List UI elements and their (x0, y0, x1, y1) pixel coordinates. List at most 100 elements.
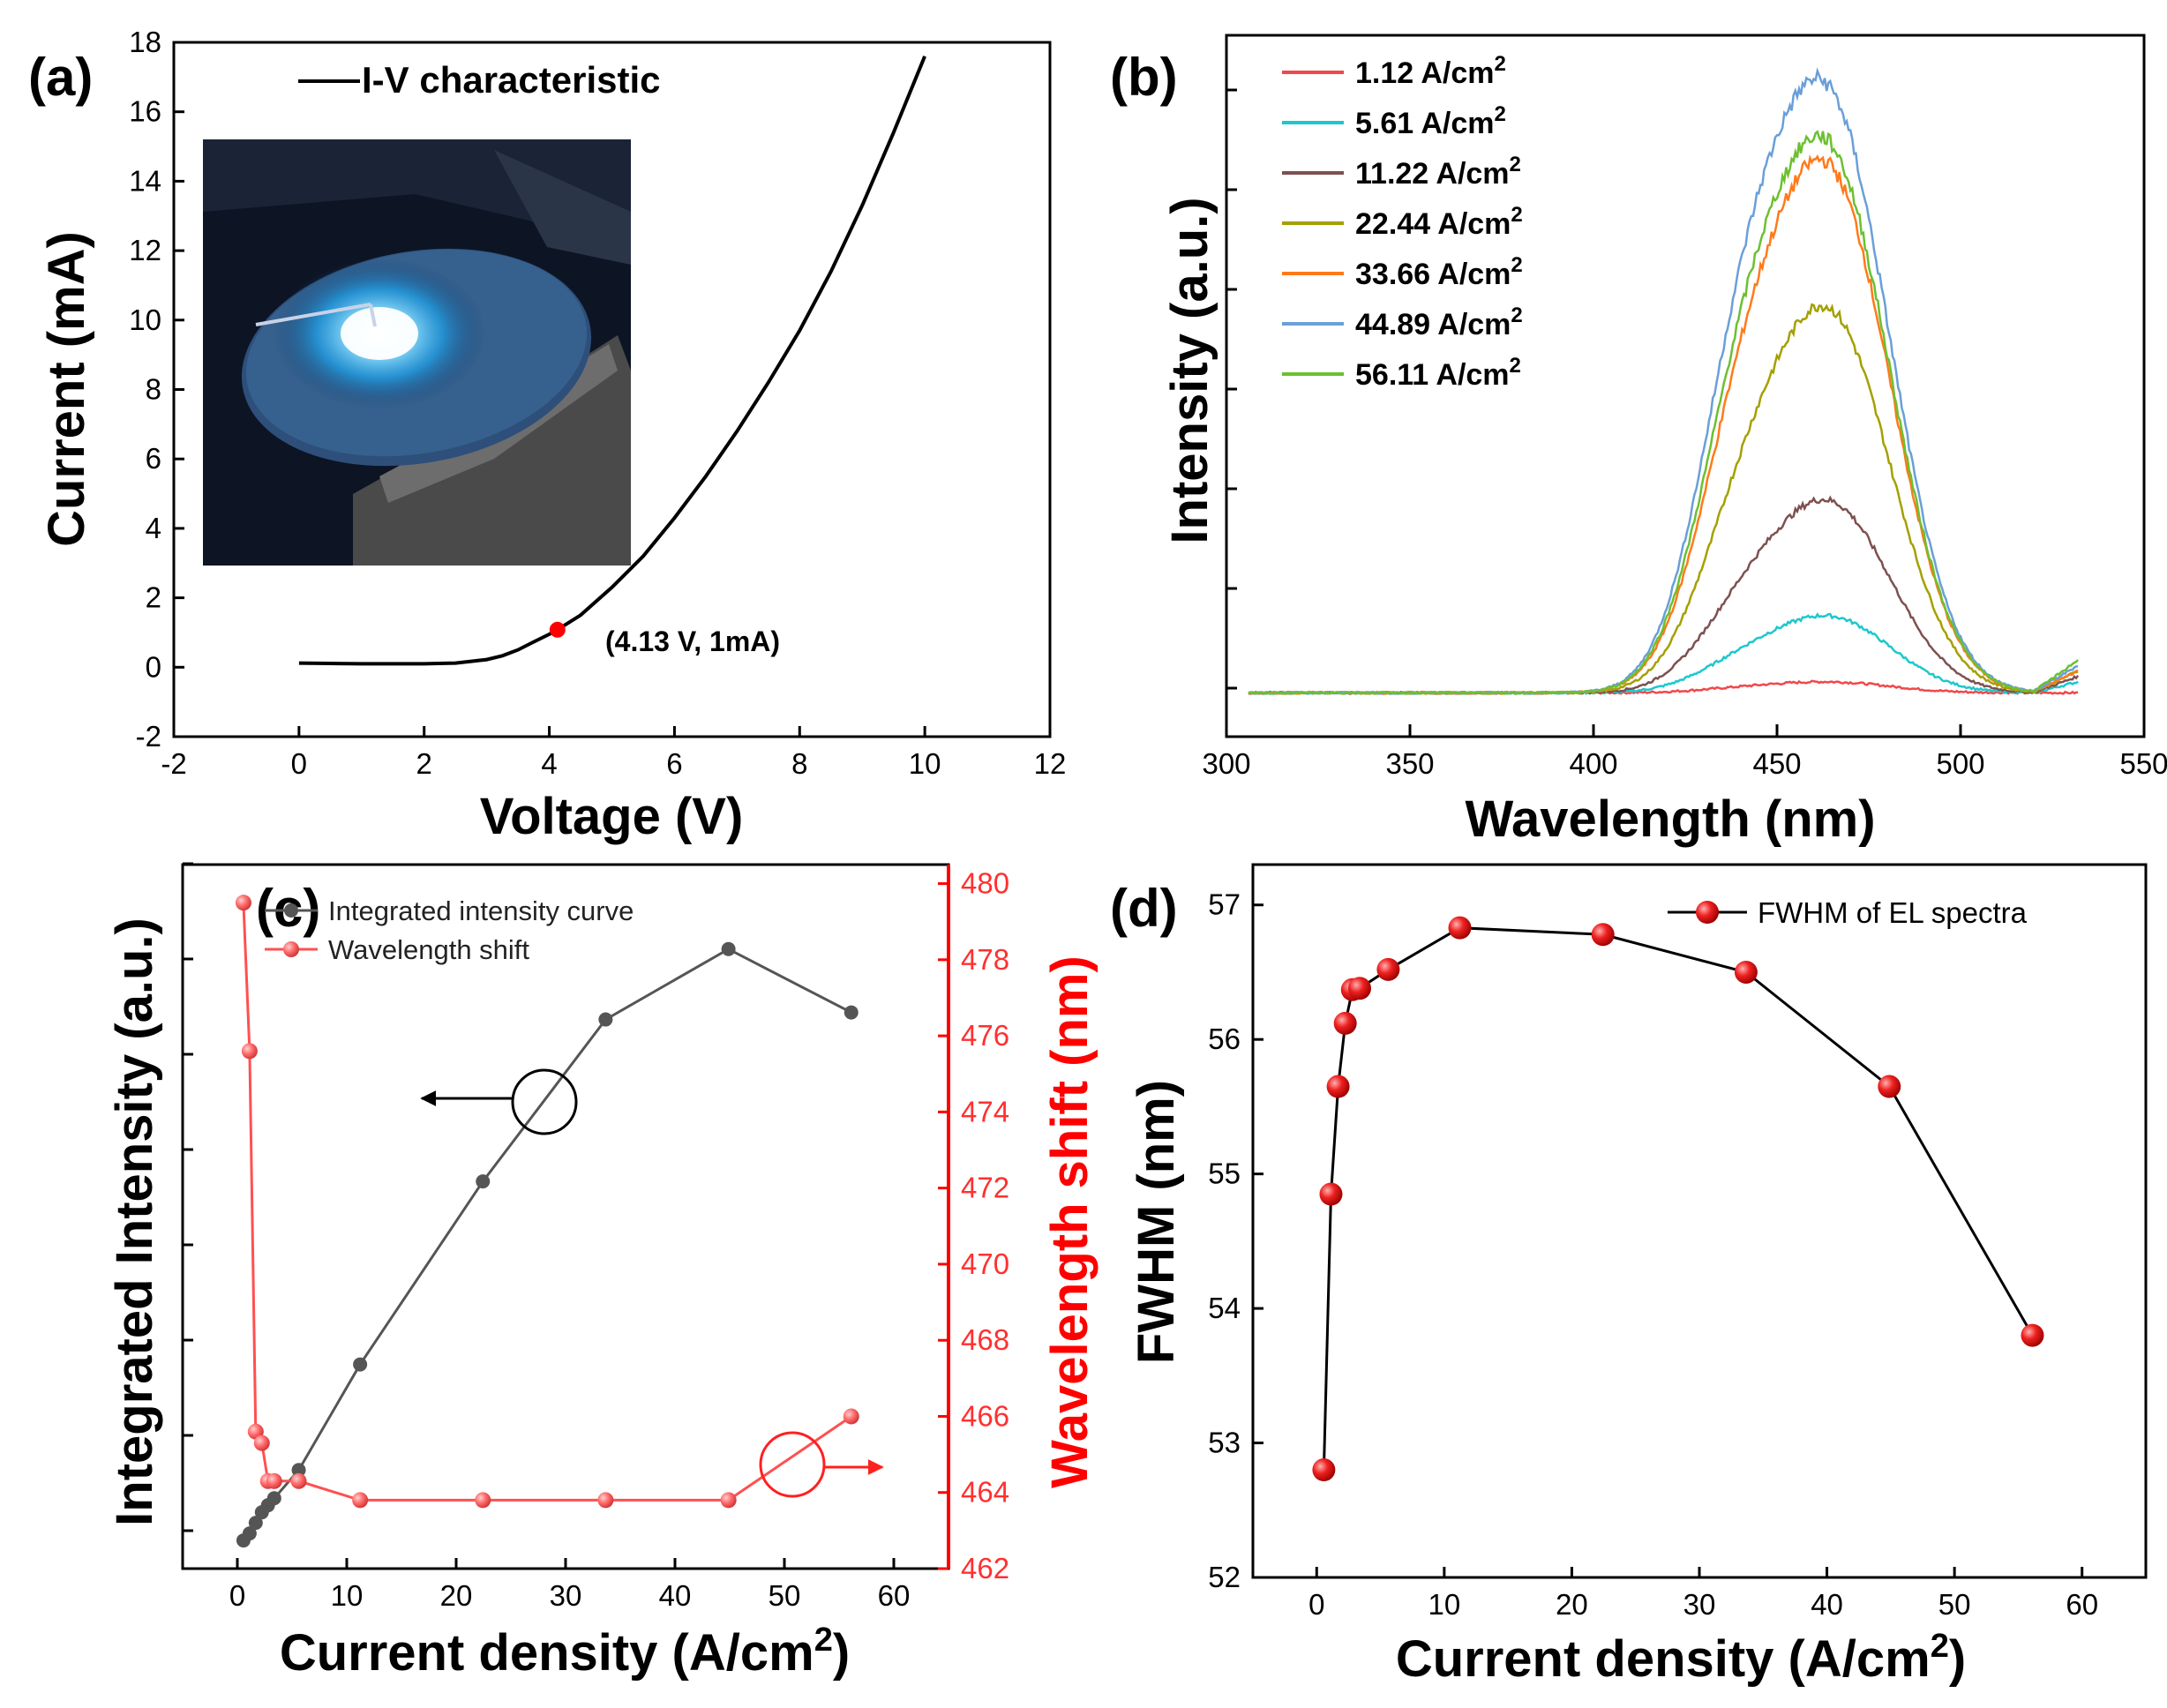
fwhm-point (1348, 977, 1372, 1000)
x-tick-label: 30 (1683, 1588, 1716, 1621)
y-tick-label: 52 (1208, 1561, 1241, 1593)
x-tick-label: 50 (769, 1579, 801, 1612)
x-tick-label: 60 (878, 1579, 911, 1612)
panel-b-x-ticks: 300 350 400 450 500 550 (1202, 724, 2167, 780)
fwhm-point (1878, 1075, 1901, 1098)
panel-a-point-annotation: (4.13 V, 1mA) (605, 626, 780, 657)
y-tick-label: -2 (136, 720, 161, 753)
y-tick-label: 55 (1208, 1157, 1241, 1190)
right-tick-label: 472 (961, 1172, 1009, 1204)
panel-a-x-ticks: -2 0 2 4 6 8 10 12 (161, 726, 1066, 780)
x-tick-label: 10 (331, 1579, 364, 1612)
panel-c-right-ticks: 462 464 466 468 470 472 474 476 478 480 (938, 867, 1009, 1584)
y-tick-label: 4 (146, 512, 161, 544)
fwhm-point (1312, 1458, 1336, 1482)
panel-d-x-axis-title: Current density (A/cm2) (1396, 1628, 1966, 1688)
y-tick-label: 14 (129, 164, 161, 197)
highlight-point-marker (549, 621, 566, 638)
panel-c-left-axis-title: Integrated Intensity (a.u.) (106, 918, 163, 1526)
panel-b-label: (b) (1110, 48, 1178, 107)
wavelength-point (241, 1043, 258, 1060)
iv-curve-line (298, 55, 926, 666)
panel-c-legend-marker-wavelength (283, 941, 299, 957)
x-tick-label: 20 (1556, 1588, 1588, 1621)
x-tick-label: 50 (1938, 1588, 1971, 1621)
wavelength-line (242, 903, 852, 1502)
x-tick-label: 0 (1308, 1588, 1324, 1621)
wavelength-point (253, 1435, 270, 1451)
panel-d-plot-area (1312, 916, 2044, 1482)
panel-c-left-minor-ticks (183, 862, 193, 1532)
panel-b-y-axis-title: Intensity (a.u.) (1161, 197, 1218, 543)
panel-c-right-circle (759, 1431, 826, 1498)
panel-d-fwhm: (d) 0 10 20 30 40 50 60 52 53 54 55 56 57 Current d… (1110, 863, 2148, 1688)
x-tick-label: 30 (550, 1579, 582, 1612)
y-tick-label: 16 (129, 95, 161, 128)
x-tick-label: -2 (161, 747, 186, 780)
right-tick-label: 462 (961, 1552, 1009, 1584)
panel-a-x-axis-title: Voltage (V) (480, 788, 744, 845)
panel-c-legend-text-wavelength: Wavelength shift (328, 934, 529, 965)
right-tick-label: 468 (961, 1323, 1009, 1356)
y-tick-label: 54 (1208, 1292, 1241, 1324)
intensity-point (266, 1491, 281, 1506)
fwhm-point (1591, 923, 1615, 947)
intensity-point (721, 941, 736, 956)
right-tick-label: 466 (961, 1399, 1009, 1432)
intensity-point (598, 1012, 613, 1027)
y-tick-label: 2 (146, 581, 161, 614)
panel-b-el-spectra: (b) 300 350 400 450 500 550 Wavelength (nm) I… (1110, 34, 2167, 848)
fwhm-point (1734, 960, 1758, 984)
panel-b-legend: 1.12 A/cm2 5.61 A/cm2 11.22 A/cm2 22.44 A/c… (1282, 52, 1523, 392)
legend-label-5.61: 5.61 A/cm2 (1355, 102, 1506, 140)
x-tick-label: 6 (666, 747, 682, 780)
intensity-point (242, 1526, 257, 1541)
panel-d-legend-text: FWHM of EL spectra (1758, 896, 2028, 929)
panel-a-label: (a) (28, 48, 93, 107)
panel-c-x-ticks: 0 10 20 30 40 50 60 (229, 1558, 911, 1612)
intensity-point (844, 1005, 859, 1020)
y-tick-label: 10 (129, 303, 161, 336)
wavelength-point (352, 1492, 369, 1509)
x-tick-label: 350 (1385, 747, 1434, 780)
panel-a-iv-curve: (a) -2 0 2 4 6 8 10 12 -2 0 2 4 6 8 10 12 14 16 18 Voltag… (28, 26, 1066, 845)
legend-label-22.44: 22.44 A/cm2 (1355, 203, 1523, 241)
x-tick-label: 550 (2119, 747, 2167, 780)
fwhm-line (1322, 926, 2034, 1471)
wavelength-point (843, 1408, 859, 1425)
x-tick-label: 2 (416, 747, 432, 780)
panel-d-x-ticks: 0 10 20 30 40 50 60 (1308, 1567, 2098, 1621)
right-tick-label: 464 (961, 1476, 1009, 1509)
right-tick-label: 474 (961, 1095, 1009, 1127)
y-tick-label: 56 (1208, 1023, 1241, 1055)
panel-c-x-axis-title: Current density (A/cm2) (280, 1622, 850, 1682)
panel-c-left-circle (511, 1068, 578, 1135)
intensity-line (242, 948, 852, 1542)
wavelength-point (720, 1492, 737, 1509)
x-tick-label: 0 (291, 747, 307, 780)
panel-b-y-minor-ticks (1226, 88, 1237, 690)
fwhm-point (1319, 1182, 1343, 1206)
x-tick-label: 300 (1202, 747, 1250, 780)
panel-c-legend-marker-intensity (284, 903, 298, 918)
intensity-point (291, 1463, 306, 1478)
panel-c-plot-area (235, 895, 859, 1548)
fwhm-point (1333, 1011, 1357, 1035)
panel-c-frame (181, 863, 950, 1570)
x-tick-label: 10 (909, 747, 941, 780)
legend-label-56.11: 56.11 A/cm2 (1355, 354, 1521, 392)
panel-c-legend-text-intensity: Integrated intensity curve (328, 895, 634, 926)
fwhm-point (1326, 1075, 1350, 1098)
x-tick-label: 450 (1752, 747, 1801, 780)
wavelength-point (266, 1472, 282, 1489)
fwhm-point (1376, 957, 1400, 981)
panel-c-right-axis-title: Wavelength shift (nm) (1041, 955, 1098, 1488)
y-tick-label: 12 (129, 234, 161, 266)
intensity-point (248, 1516, 263, 1531)
panel-a-legend-text: I-V characteristic (362, 59, 661, 101)
legend-label-11.22: 11.22 A/cm2 (1355, 153, 1521, 191)
panel-d-y-axis-title: FWHM (nm) (1128, 1080, 1185, 1364)
legend-label-1.12: 1.12 A/cm2 (1355, 52, 1506, 90)
